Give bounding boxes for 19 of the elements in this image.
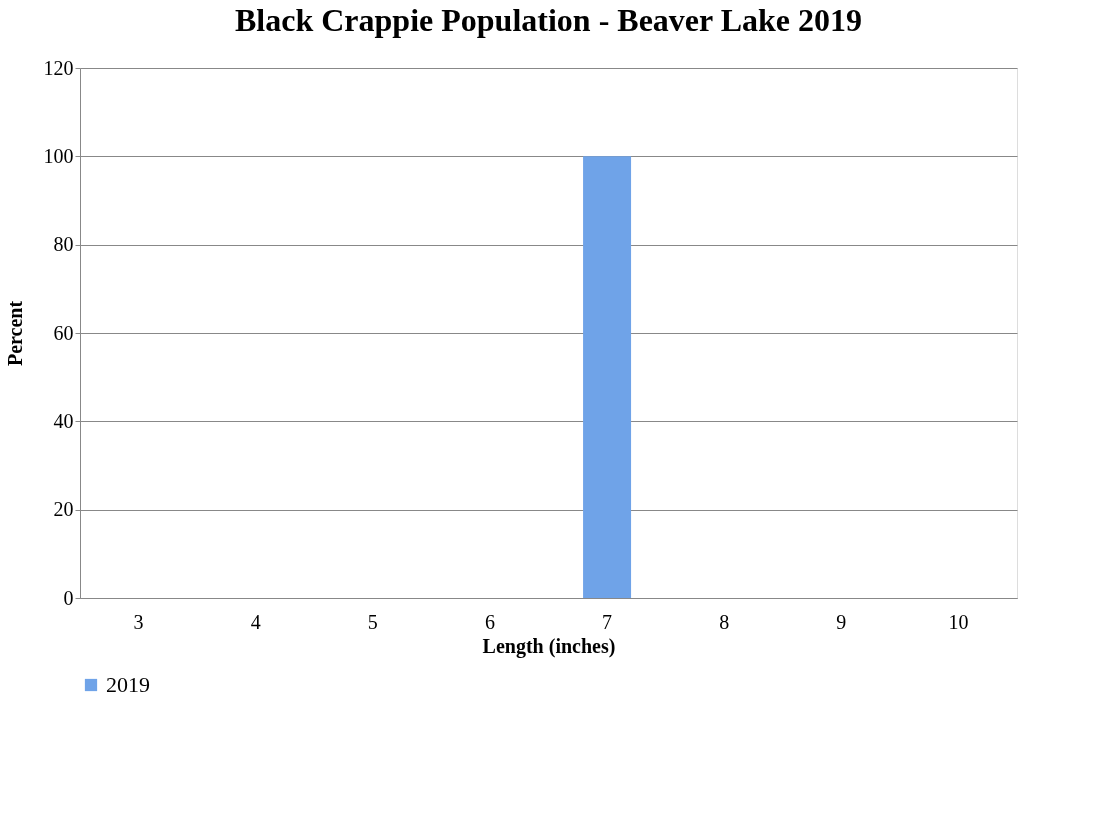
y-tick-label: 80 [53,233,74,256]
x-tick-label: 6 [484,610,495,633]
y-tick-label: 20 [53,498,74,521]
x-axis-title: Length (inches) [482,634,616,658]
y-axis-title: Percent [3,300,26,367]
x-tick-label: 5 [367,610,378,633]
y-tick-label: 120 [43,56,74,79]
x-tick-label: 9 [836,610,847,633]
x-tick-label: 3 [133,610,144,633]
y-tick-label: 60 [53,321,74,344]
y-tick-label: 40 [53,409,74,432]
chart-title: Black Crappie Population - Beaver Lake 2019 [235,2,862,38]
x-tick-label: 7 [602,610,613,633]
y-tick-label: 0 [63,586,74,609]
legend-label: 2019 [106,672,150,697]
x-tick-label: 4 [250,610,261,633]
x-tick-label: 8 [719,610,730,633]
x-tick-label: 10 [948,610,969,633]
y-tick-label: 100 [43,144,74,167]
